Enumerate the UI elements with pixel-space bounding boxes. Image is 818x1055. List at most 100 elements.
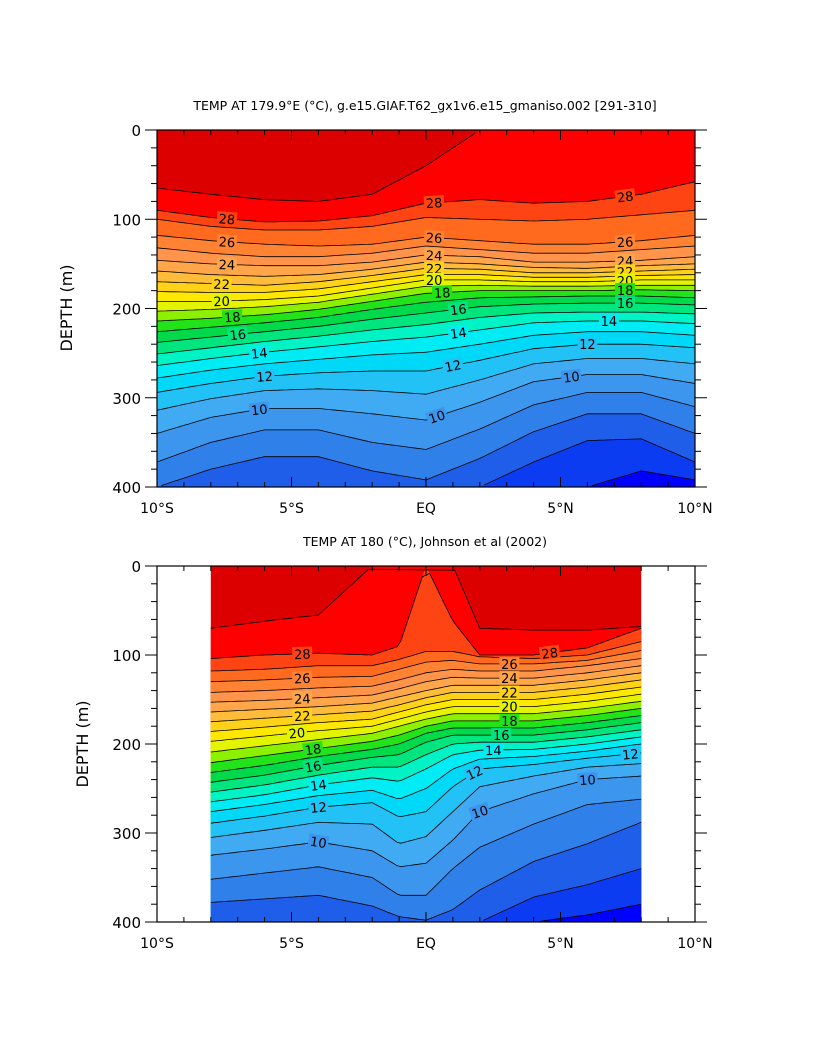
contour-label-bg [291, 691, 313, 705]
contour-label: 22 [294, 709, 312, 725]
contour-label-bg [431, 285, 453, 299]
contour-label-bg [447, 324, 470, 341]
contour-label-bg [614, 282, 636, 297]
contour-label-bg [441, 356, 464, 374]
contour-label: 18 [617, 284, 634, 299]
contour-label: 12 [310, 801, 328, 817]
isotherm-line [210, 700, 642, 753]
contour-label-bg [424, 272, 445, 286]
contour-label-group: 26 [291, 670, 313, 687]
contour-label: 12 [256, 370, 274, 386]
contour-label: 26 [501, 658, 518, 673]
contour-label-group: 18 [431, 285, 453, 302]
isotherm-line [156, 311, 696, 355]
contour-label-group: 16 [491, 728, 512, 744]
contour-label-bg [462, 761, 487, 783]
contour-label-bg [560, 368, 583, 384]
johnson-axes: 10°S 5°S EQ 5°N 10°N 0 100 200 300 400 [112, 558, 712, 952]
contour-label-group: 16 [227, 326, 249, 345]
isotherm-line [210, 775, 642, 868]
y-tick-label: 300 [112, 390, 141, 408]
contour-label-bg [307, 776, 330, 793]
contour-label-group: 18 [302, 740, 324, 759]
contour-label: 26 [218, 235, 236, 251]
contour-label-group: 22 [499, 685, 520, 701]
contour-label-bg [248, 344, 270, 360]
contour-label-group: 10 [425, 406, 449, 428]
isotherm-line [156, 132, 476, 202]
contour-label-group: 14 [248, 344, 270, 363]
johnson-contour-lines [210, 568, 642, 922]
isotherm-line [210, 568, 642, 631]
isotherm-line [210, 715, 642, 773]
y-tick-label: 100 [112, 211, 141, 229]
contour-label-bg [292, 646, 313, 661]
contour-label: 16 [617, 297, 634, 312]
contour-label: 18 [304, 742, 322, 759]
contour-label: 24 [294, 692, 311, 708]
contour-label: 12 [579, 338, 596, 353]
contour-label-group: 10 [468, 801, 492, 823]
isotherm-line [210, 752, 642, 824]
contour-label: 28 [541, 646, 559, 663]
contour-label-group: 28 [216, 211, 238, 228]
isotherm-line [210, 729, 642, 793]
x-tick-label: EQ [416, 936, 436, 952]
contour-label-group: 14 [307, 776, 330, 795]
contour-label-bg [291, 708, 313, 723]
contour-label-group: 18 [499, 713, 520, 730]
x-tick-label: EQ [416, 501, 436, 517]
contour-label-bg [577, 337, 598, 351]
contour-label-group: 18 [614, 282, 636, 299]
contour-label: 28 [294, 648, 311, 664]
isotherm-line [210, 650, 642, 683]
contour-label-group: 28 [614, 188, 636, 206]
isotherm-line [591, 470, 696, 487]
contour-label: 14 [485, 744, 502, 759]
contour-label: 16 [229, 328, 247, 345]
x-tick-label: 10°N [677, 501, 712, 517]
isotherm-line [210, 798, 642, 896]
contour-label-bg [307, 799, 329, 814]
contour-label-bg [619, 746, 641, 761]
y-tick-label: 200 [112, 301, 141, 319]
isotherm-line [210, 693, 642, 742]
contour-label: 28 [616, 189, 634, 206]
contour-label-bg [499, 656, 520, 670]
contour-label-group: 20 [211, 293, 232, 310]
contour-label-bg [301, 757, 324, 774]
contour-label-group: 10 [560, 368, 583, 387]
contour-label: 12 [444, 358, 463, 376]
contour-label-bg [254, 368, 275, 383]
contour-label: 14 [250, 346, 268, 363]
contour-label: 10 [427, 408, 447, 427]
contour-label: 28 [218, 212, 236, 228]
contour-label-group: 12 [577, 337, 598, 353]
contour-label-bg [425, 406, 449, 426]
contour-label-group: 14 [598, 314, 619, 330]
contour-label-group: 24 [423, 247, 445, 265]
isotherm-line [156, 358, 696, 411]
isotherm-line [210, 686, 642, 732]
contour-label: 18 [224, 310, 242, 326]
johnson-contour-labels: 28 28262624242222202018181616141412121210… [286, 644, 641, 852]
isotherm-line [540, 903, 642, 922]
contour-label-bg [216, 234, 238, 249]
contour-label: 20 [501, 701, 518, 716]
contour-label-group: 24 [216, 257, 238, 274]
johnson-y-axis-label: DEPTH (m) [73, 700, 92, 787]
contour-label-bg [423, 194, 445, 210]
isotherm-line [156, 374, 696, 434]
contour-label-group: 26 [423, 229, 445, 247]
contour-label-bg [423, 261, 445, 275]
contour-label: 24 [426, 249, 443, 265]
y-tick-label: 400 [112, 914, 141, 932]
contour-label-bg [423, 247, 445, 262]
isotherm-line [210, 658, 642, 693]
contour-label-bg [499, 685, 520, 699]
x-tick-label: 5°S [279, 501, 304, 517]
contour-label-bg [227, 326, 249, 342]
contour-label-group: 26 [216, 234, 238, 251]
contour-label: 14 [449, 326, 467, 343]
